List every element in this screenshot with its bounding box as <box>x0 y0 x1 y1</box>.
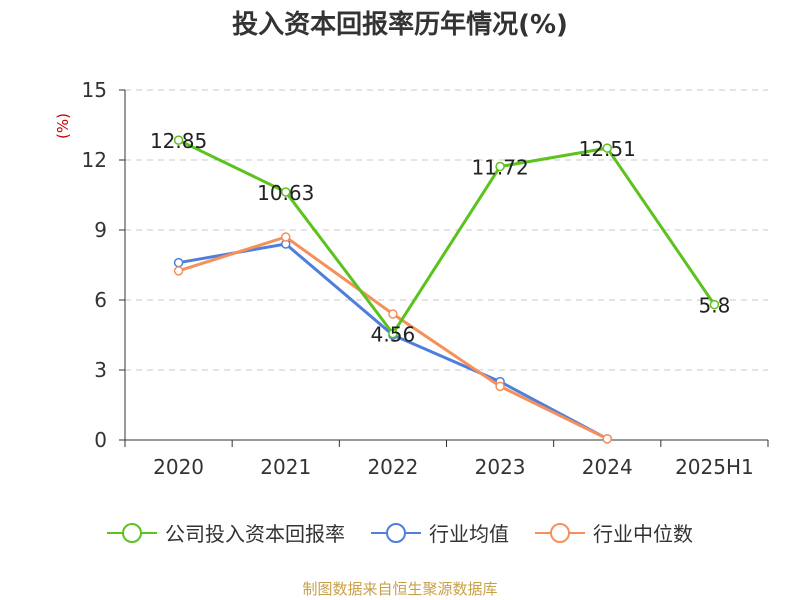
y-tick-label: 15 <box>82 78 107 102</box>
x-tick-label: 2021 <box>260 455 311 479</box>
legend-label: 公司投入资本回报率 <box>165 522 345 546</box>
data-point <box>173 135 184 145</box>
legend-label: 行业中位数 <box>593 522 693 546</box>
axes: 0 3 6 9 12 15 2020 2021 2022 2023 2024 2025H1 <box>82 78 769 479</box>
data-point <box>281 187 291 197</box>
data-point <box>173 257 184 268</box>
y-tick-label: 0 <box>94 428 107 452</box>
data-point <box>173 266 184 276</box>
y-tick-label: 9 <box>94 218 107 242</box>
data-label: 10.63 <box>257 181 314 205</box>
data-point <box>709 299 720 310</box>
data-label: 4.56 <box>371 323 416 347</box>
legend-marker <box>107 522 157 543</box>
data-point <box>388 328 398 339</box>
data-point <box>388 309 398 319</box>
x-tick-label: 2020 <box>153 455 204 479</box>
data-label: 12.51 <box>579 137 636 161</box>
data-label: 5.8 <box>699 294 731 318</box>
data-labels: 12.85 10.63 4.56 11.72 12.51 5.8 <box>150 129 730 346</box>
data-point <box>281 232 291 242</box>
y-axis-unit-label: (%) <box>54 113 72 139</box>
x-tick-label: 2025H1 <box>675 455 754 479</box>
x-tick-label: 2024 <box>582 455 633 479</box>
data-label: 12.85 <box>150 129 207 153</box>
chart-title: 投入资本回报率历年情况(%) <box>232 10 568 40</box>
x-tick-label: 2023 <box>475 455 526 479</box>
legend-item: 行业中位数 <box>535 518 693 547</box>
legend-marker <box>371 522 421 543</box>
series-lines <box>173 135 720 444</box>
legend-item: 公司投入资本回报率 <box>107 518 345 547</box>
series-line <box>177 138 716 336</box>
legend-marker <box>535 522 585 543</box>
x-tick-label: 2022 <box>367 455 418 479</box>
data-point <box>602 434 612 444</box>
data-point <box>495 161 505 172</box>
legend: 公司投入资本回报率 行业均值 行业中位数 <box>0 518 800 547</box>
y-tick-label: 6 <box>94 288 107 312</box>
data-point <box>495 381 505 392</box>
legend-label: 行业均值 <box>429 522 509 546</box>
legend-item: 行业均值 <box>371 518 509 547</box>
y-tick-label: 3 <box>94 358 107 382</box>
data-label: 11.72 <box>471 156 528 180</box>
grid-lines <box>125 89 768 371</box>
source-note: 制图数据来自恒生聚源数据库 <box>302 580 498 598</box>
data-point <box>602 143 612 153</box>
y-tick-label: 12 <box>82 148 107 172</box>
